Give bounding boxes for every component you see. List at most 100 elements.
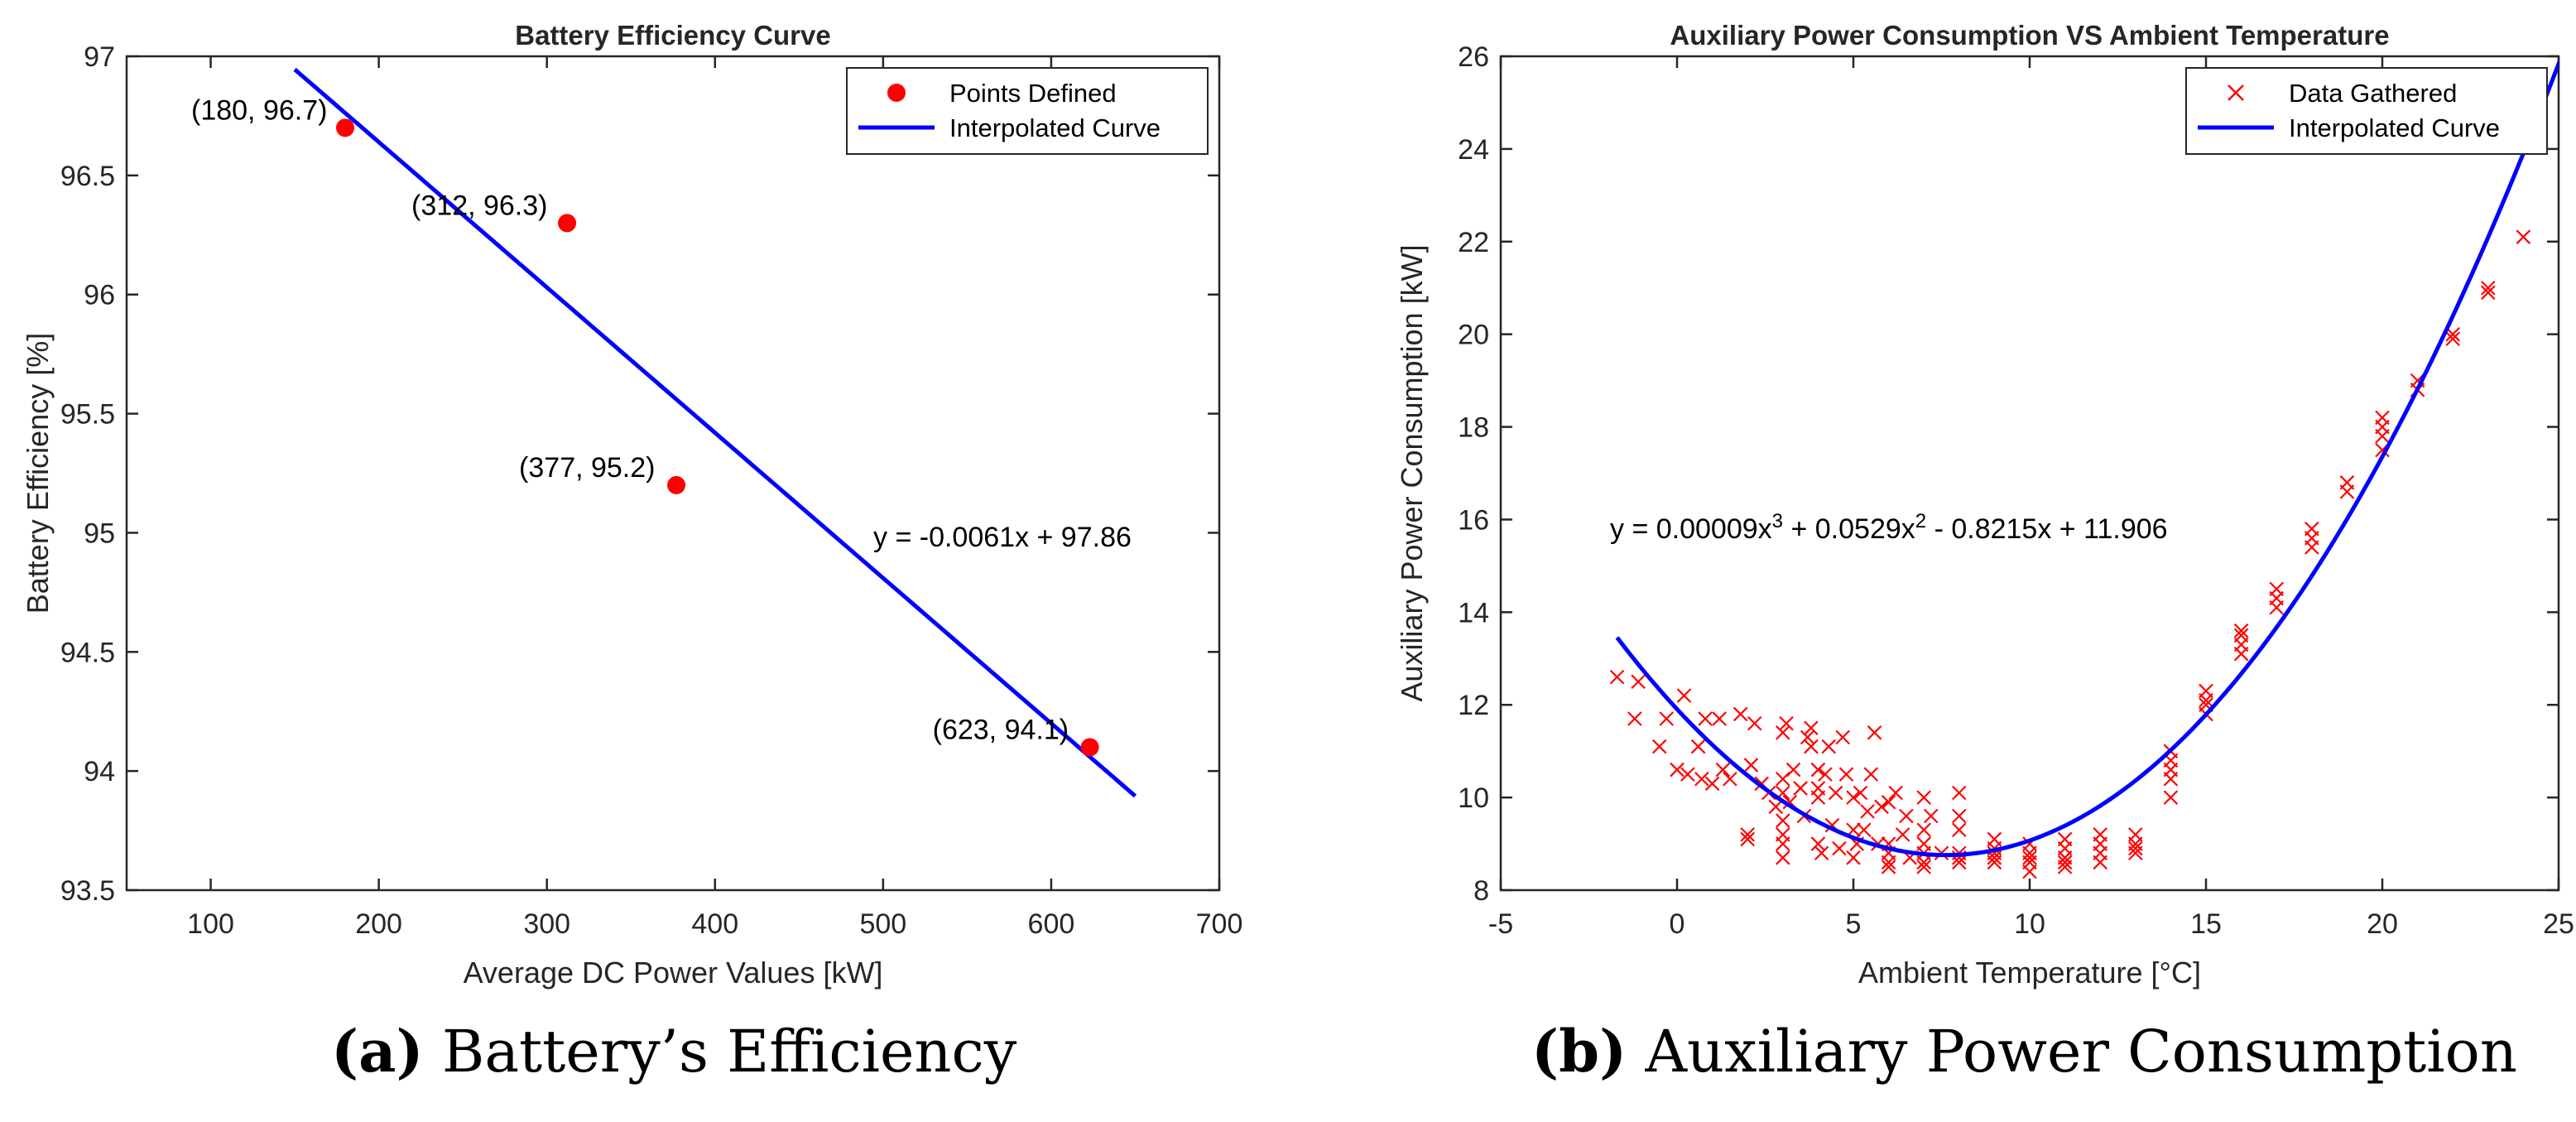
data-point-x bbox=[1776, 813, 1790, 828]
chart-b-ytick-label: 24 bbox=[1458, 134, 1489, 166]
point-label: (180, 96.7) bbox=[191, 94, 327, 126]
data-point-x bbox=[1874, 799, 1889, 815]
equation-label: y = -0.0061x + 97.86 bbox=[873, 522, 1132, 553]
data-point-x bbox=[2093, 827, 2107, 842]
chart-b-xtick-label: 5 bbox=[1846, 908, 1862, 940]
data-point-x bbox=[1659, 711, 1674, 726]
data-point-x bbox=[1704, 776, 1720, 792]
caption-b-tag: (b) bbox=[1531, 1017, 1627, 1086]
data-point-x bbox=[1768, 799, 1784, 815]
equation-part: y = 0.00009x bbox=[1610, 513, 1772, 545]
caption-a-tag: (a) bbox=[331, 1017, 424, 1086]
data-point-x bbox=[1916, 822, 1931, 838]
chart-a-xtick-label: 300 bbox=[523, 908, 570, 940]
data-point-x bbox=[1609, 669, 1625, 685]
equation-exponent: 3 bbox=[1772, 510, 1783, 532]
chart-a-x-axis-label: Average DC Power Values [kW] bbox=[464, 956, 883, 990]
chart-a-xtick-label: 100 bbox=[187, 908, 234, 940]
data-point-x bbox=[1743, 758, 1759, 773]
data-point-x bbox=[1698, 711, 1713, 726]
data-point-x bbox=[2304, 521, 2319, 537]
equation-label: y = 0.00009x3 + 0.0529x2 - 0.8215x + 11.… bbox=[1610, 510, 2168, 546]
chart-a-xtick-label: 700 bbox=[1196, 908, 1243, 940]
point-label: (377, 95.2) bbox=[519, 452, 655, 484]
data-point-x bbox=[1821, 739, 1836, 754]
data-point-x bbox=[1853, 785, 1868, 801]
legend-marker-x bbox=[2228, 84, 2244, 101]
data-point-x bbox=[2057, 855, 2073, 870]
data-point-x bbox=[2269, 581, 2284, 597]
data-point-x bbox=[1723, 771, 1737, 787]
chart-a-ytick-label: 97 bbox=[84, 41, 115, 73]
chart-b-title: Auxiliary Power Consumption VS Ambient T… bbox=[1670, 20, 2389, 51]
chart-b: -5 0 5 10 15 20 25 8 10 12 14 16 18 20 22 24 26 Auxiliary… bbox=[1395, 20, 2574, 990]
data-point-x bbox=[1835, 730, 1850, 745]
data-point-x bbox=[2339, 474, 2355, 490]
equation-exponent: 2 bbox=[1915, 510, 1926, 532]
caption-a-text: Battery’s Efficiency bbox=[441, 1018, 1017, 1086]
legend-entry: Interpolated Curve bbox=[2289, 113, 2500, 142]
caption-b-text: Auxiliary Power Consumption bbox=[1645, 1018, 2517, 1086]
chart-a-xtick-label: 600 bbox=[1028, 908, 1075, 940]
data-point-x bbox=[1800, 730, 1815, 745]
chart-a-ytick-label: 96.5 bbox=[60, 161, 115, 192]
data-point bbox=[667, 475, 686, 494]
data-point-x bbox=[1651, 739, 1667, 754]
data-point-x bbox=[1776, 771, 1790, 787]
chart-b-ytick-label: 22 bbox=[1458, 227, 1489, 258]
data-point bbox=[558, 214, 577, 233]
legend-entry: Data Gathered bbox=[2289, 79, 2457, 108]
data-point-x bbox=[1740, 827, 1755, 842]
data-point-x bbox=[1810, 790, 1826, 805]
chart-a: 100 200 300 400 500 600 700 93.5 94 94.5 95 95.5 96 9… bbox=[21, 20, 1242, 990]
data-point-x bbox=[1733, 706, 1748, 722]
data-point-x bbox=[1804, 720, 1819, 735]
chart-b-ytick-label: 14 bbox=[1458, 597, 1489, 628]
data-point-x bbox=[2022, 850, 2037, 865]
data-point-x bbox=[2516, 229, 2531, 244]
data-point-x bbox=[1916, 836, 1931, 851]
data-point-x bbox=[1747, 715, 1762, 731]
chart-a-y-axis-label: Battery Efficiency [%] bbox=[21, 333, 55, 614]
chart-b-ytick-label: 8 bbox=[1473, 875, 1489, 907]
data-point-x bbox=[1776, 850, 1790, 865]
equation-part: + 0.0529x bbox=[1783, 513, 1915, 545]
chart-b-ytick-label: 18 bbox=[1458, 412, 1489, 444]
data-point-x bbox=[1715, 762, 1731, 778]
data-point-x bbox=[2128, 827, 2143, 842]
chart-a-title: Battery Efficiency Curve bbox=[515, 20, 830, 51]
data-point-x bbox=[1828, 785, 1843, 801]
data-point-x bbox=[2199, 683, 2213, 699]
data-point-x bbox=[2375, 410, 2390, 426]
chart-b-xtick-label: 0 bbox=[1670, 908, 1685, 940]
chart-b-ytick-label: 10 bbox=[1458, 783, 1489, 814]
chart-a-xtick-label: 200 bbox=[355, 908, 402, 940]
legend-box bbox=[2185, 67, 2548, 155]
legend-entry: Interpolated Curve bbox=[949, 113, 1161, 142]
legend-marker-dot bbox=[887, 84, 906, 102]
data-point bbox=[1080, 738, 1099, 757]
equation-part: - 0.8215x + 11.906 bbox=[1926, 513, 2167, 545]
data-point-x bbox=[1952, 822, 1967, 838]
legend-entry: Points Defined bbox=[949, 79, 1117, 108]
data-point-x bbox=[2233, 623, 2249, 638]
data-point-x bbox=[1832, 840, 1847, 856]
chart-a-xtick-label: 500 bbox=[859, 908, 906, 940]
data-point-x bbox=[1888, 785, 1903, 801]
data-point-x bbox=[2481, 280, 2496, 296]
data-point-x bbox=[1776, 725, 1790, 740]
chart-b-xtick-label: 20 bbox=[2367, 908, 2398, 940]
data-point-x bbox=[2057, 831, 2073, 847]
chart-b-y-axis-label: Auxiliary Power Consumption [kW] bbox=[1395, 244, 1429, 701]
data-point-x bbox=[2128, 840, 2143, 856]
data-point-x bbox=[1814, 845, 1829, 861]
chart-b-xtick-label: 10 bbox=[2014, 908, 2045, 940]
data-point-x bbox=[1631, 674, 1646, 690]
data-point-x bbox=[1627, 711, 1642, 726]
chart-b-ytick-label: 12 bbox=[1458, 690, 1489, 721]
data-point-x bbox=[1680, 767, 1695, 782]
chart-a-ytick-label: 95 bbox=[84, 518, 115, 549]
data-point-x bbox=[1776, 836, 1790, 851]
data-point-x bbox=[1895, 827, 1910, 842]
